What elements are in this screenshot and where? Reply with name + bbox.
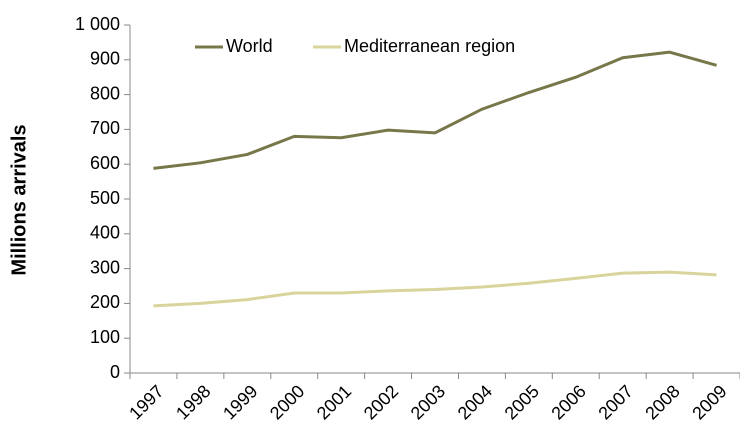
x-tick-label: 2001 [313,381,355,423]
series-line [153,270,717,308]
series-line [153,50,717,170]
x-tick-label: 1998 [172,381,214,423]
y-tick-label: 400 [90,223,120,243]
y-tick-label: 0 [110,362,120,382]
x-tick-label: 2006 [547,381,589,423]
x-tick-label: 2004 [454,381,496,423]
y-tick-label: 700 [90,118,120,138]
y-tick-label: 1 000 [75,14,120,34]
y-tick-label: 600 [90,153,120,173]
x-tick-label: 2007 [594,381,636,423]
y-tick-label: 800 [90,83,120,103]
x-tick-label: 2002 [360,381,402,423]
y-tick-label: 900 [90,49,120,69]
y-tick-label: 300 [90,257,120,277]
x-tick-label: 2009 [688,381,730,423]
x-tick-label: 2005 [501,381,543,423]
x-tick-label: 1997 [125,381,167,423]
x-tick-label: 2008 [641,381,683,423]
x-tick-label: 2000 [266,381,308,423]
x-tick-label: 1999 [219,381,261,423]
y-axis-label: Millions arrivals [8,124,30,275]
legend-label: World [226,36,273,56]
y-tick-label: 200 [90,292,120,312]
y-tick-label: 500 [90,188,120,208]
x-tick-label: 2003 [407,381,449,423]
legend-label: Mediterranean region [344,36,515,56]
y-tick-label: 100 [90,327,120,347]
